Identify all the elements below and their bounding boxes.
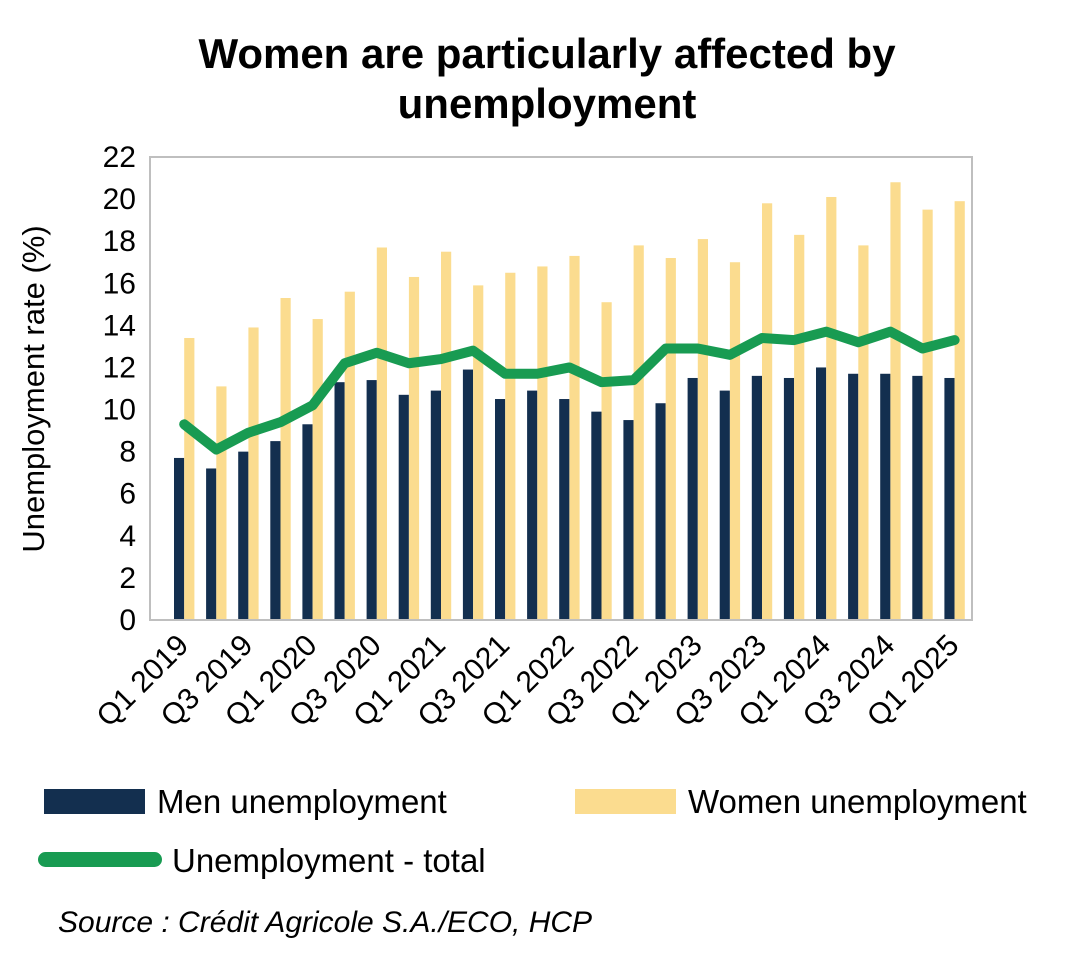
total-line-layer — [179, 326, 960, 455]
men-bar — [334, 382, 345, 620]
women-bar — [729, 262, 741, 620]
y-tick-label: 16 — [103, 267, 136, 300]
women-bar — [312, 319, 323, 620]
bar-series — [174, 182, 965, 621]
legend: Men unemployment Women unemployment Unem… — [38, 783, 1027, 879]
men-bar — [623, 420, 634, 620]
legend-label-women: Women unemployment — [688, 783, 1027, 820]
total-line — [179, 326, 960, 455]
men-bar — [270, 441, 281, 620]
plot-area-border — [149, 156, 973, 621]
women-bar — [473, 285, 484, 620]
men-bar — [559, 399, 570, 620]
women-bar — [569, 255, 580, 620]
women-bar — [184, 337, 195, 620]
men-bar — [206, 468, 217, 620]
chart-title-line2: unemployment — [398, 80, 697, 127]
legend-label-total: Unemployment - total — [172, 842, 486, 879]
legend-swatch-men — [44, 789, 145, 814]
men-bar — [238, 451, 249, 620]
men-bar — [366, 380, 377, 620]
y-tick-label: 22 — [103, 141, 136, 174]
women-bar — [794, 234, 805, 621]
women-bar — [441, 251, 452, 621]
women-bar — [826, 196, 837, 620]
men-bar — [816, 367, 827, 620]
women-bar — [665, 258, 676, 620]
men-bar — [751, 375, 762, 620]
men-bar — [591, 411, 602, 620]
men-bar — [944, 377, 955, 620]
men-bar — [174, 457, 185, 620]
men-bar — [880, 373, 891, 620]
y-tick-label: 12 — [103, 351, 136, 384]
women-bar — [280, 298, 291, 620]
men-bar — [398, 394, 409, 620]
y-tick-label: 20 — [103, 183, 136, 216]
men-bar — [462, 369, 474, 620]
women-bar — [216, 386, 227, 620]
y-tick-label: 14 — [103, 309, 136, 342]
y-tick-label: 8 — [119, 436, 136, 469]
men-bar — [848, 373, 859, 620]
men-bar — [527, 390, 538, 620]
y-tick-label: 4 — [119, 520, 136, 553]
men-bar — [430, 390, 441, 620]
y-tick-label: 2 — [119, 562, 136, 595]
legend-swatch-women — [575, 789, 676, 814]
source-note: Source : Crédit Agricole S.A./ECO, HCP — [58, 906, 592, 939]
men-bar — [655, 403, 666, 620]
men-bar — [302, 424, 313, 620]
women-bar — [954, 201, 965, 621]
men-bar — [783, 377, 795, 620]
women-bar — [505, 272, 516, 620]
women-bar — [922, 209, 933, 620]
men-bar — [495, 399, 506, 620]
chart-title-line1: Women are particularly affected by — [198, 30, 896, 77]
y-axis-title: Unemployment rate (%) — [16, 225, 51, 552]
legend-swatch-total-line — [38, 852, 162, 867]
women-bar — [376, 247, 387, 620]
y-axis-tick-labels: 0 2 4 6 8 10 12 14 16 18 20 22 — [103, 141, 136, 637]
legend-label-men: Men unemployment — [157, 783, 447, 820]
women-bar — [858, 245, 869, 620]
women-bar — [248, 327, 259, 620]
men-bar — [912, 375, 923, 620]
women-bar — [633, 245, 644, 620]
women-bar — [601, 302, 612, 620]
women-bar — [537, 266, 548, 620]
y-tick-label: 18 — [103, 225, 136, 258]
men-bar — [687, 377, 698, 620]
women-bar — [408, 276, 420, 620]
women-bar — [697, 239, 708, 620]
men-bar — [719, 390, 730, 620]
women-bar — [762, 203, 773, 621]
women-bar — [890, 182, 901, 620]
y-tick-label: 10 — [103, 394, 136, 427]
women-bar — [344, 291, 355, 620]
y-tick-label: 0 — [119, 604, 136, 637]
y-tick-label: 6 — [119, 478, 136, 511]
